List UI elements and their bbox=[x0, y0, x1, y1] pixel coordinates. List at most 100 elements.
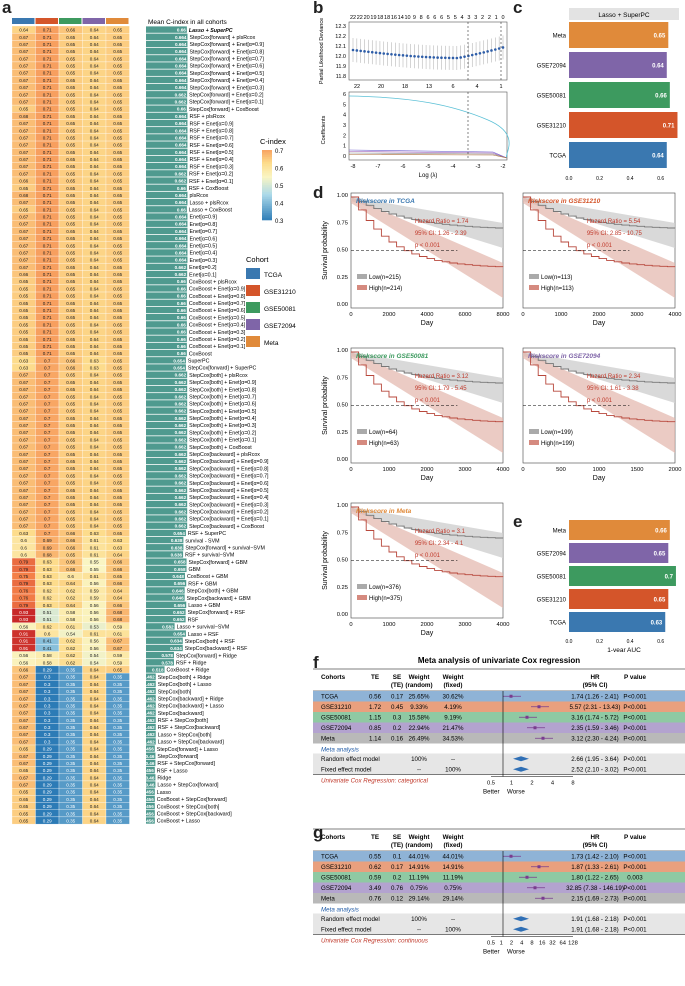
heatmap-cell-value: 0.67 bbox=[19, 35, 28, 40]
mean-cindex-value: 0.456 bbox=[142, 804, 154, 809]
forest-cell: Meta bbox=[321, 896, 335, 903]
model-name-label: StepCox[forward] + Enet[α=0.3] bbox=[189, 85, 264, 91]
mean-cindex-value: 0.664 bbox=[175, 243, 187, 248]
mean-cindex-bar bbox=[146, 213, 188, 220]
forest-cell: 44.01% bbox=[409, 854, 430, 861]
forest-xtick: 2 bbox=[530, 781, 533, 787]
heatmap-cell-value: 0.35 bbox=[66, 747, 75, 752]
heatmap-cell-value: 0.64 bbox=[90, 430, 99, 435]
forest-header: TE bbox=[371, 674, 379, 681]
mean-cindex-value: 0.456 bbox=[142, 811, 154, 816]
bar-tcga bbox=[569, 142, 667, 168]
heatmap-cell-value: 0.63 bbox=[90, 531, 99, 536]
heatmap-cell-value: 0.3 bbox=[44, 732, 51, 737]
heatmap-cell-value: 0.67 bbox=[19, 150, 28, 155]
heatmap-cell-value: 0.29 bbox=[43, 668, 52, 673]
heatmap-cell-value: 0.67 bbox=[19, 775, 28, 780]
mean-cindex-bar bbox=[146, 479, 188, 486]
km-title: Riskscore in Meta bbox=[356, 508, 412, 515]
km-xlabel: Day bbox=[593, 320, 606, 327]
lasso-cv-point bbox=[367, 50, 370, 54]
km-ytick: 0.25 bbox=[337, 275, 348, 281]
heatmap-cell-value: 0.71 bbox=[43, 286, 52, 291]
lasso-cv-point bbox=[436, 56, 439, 59]
heatmap-cell-value: 0.54 bbox=[90, 660, 99, 665]
forest-model-cell: P<0.001 bbox=[623, 756, 647, 763]
forest-diamond bbox=[513, 766, 529, 772]
km-xtick: 1000 bbox=[383, 622, 396, 628]
forest-point bbox=[537, 865, 541, 869]
km-low-curve bbox=[523, 196, 676, 229]
heatmap-cell-value: 0.67 bbox=[19, 689, 28, 694]
heatmap-cell-value: 0.65 bbox=[113, 143, 122, 148]
colorbar-segment bbox=[262, 158, 272, 161]
heatmap-cell-value: 0.66 bbox=[66, 567, 75, 572]
forest-model-cell: P<0.001 bbox=[623, 927, 647, 934]
heatmap-cell-value: 0.65 bbox=[113, 164, 122, 169]
mean-cindex-value: 0.664 bbox=[175, 114, 187, 119]
mean-cindex-value: 0.456 bbox=[142, 790, 154, 795]
mean-cindex-bar bbox=[146, 651, 174, 659]
forest-xtick: 8 bbox=[530, 941, 533, 947]
heatmap-cell-value: 0.65 bbox=[66, 128, 75, 133]
forest-model-cell: 100% bbox=[411, 756, 427, 763]
mean-cindex-bar bbox=[146, 385, 188, 393]
model-name-label: StepCox[both] + Enet[α=0.8] bbox=[189, 387, 256, 393]
heatmap-cell-value: 0.65 bbox=[113, 466, 122, 471]
mean-cindex-bar bbox=[146, 98, 188, 105]
heatmap-cell-value: 0.65 bbox=[19, 107, 28, 112]
heatmap-cell-value: 0.71 bbox=[43, 150, 52, 155]
heatmap-cell-value: 0.65 bbox=[113, 517, 122, 522]
mean-cindex-bar bbox=[146, 536, 184, 544]
lasso-coef-ytick: 6 bbox=[343, 92, 346, 98]
heatmap-cell-value: 0.67 bbox=[19, 675, 28, 680]
model-name-label: Lasso + survival−SVM bbox=[177, 625, 230, 631]
lasso-coef-ytick: 0 bbox=[343, 154, 346, 160]
heatmap-cell-value: 0.3 bbox=[44, 689, 51, 694]
heatmap-cell-value: 0.41 bbox=[43, 646, 52, 651]
lasso-coef-ytick: 2 bbox=[343, 133, 346, 139]
heatmap-cell-value: 0.65 bbox=[66, 99, 75, 104]
mean-cindex-bar bbox=[146, 759, 156, 767]
mean-cindex-value: 0.652 bbox=[173, 617, 185, 622]
km-ytick: 0.50 bbox=[337, 248, 348, 254]
km-xtick: 500 bbox=[556, 467, 566, 473]
cohort-legend-label: GSE31210 bbox=[264, 289, 296, 296]
heatmap-cell-value: 0.54 bbox=[90, 653, 99, 658]
heatmap-cell-value: 0.67 bbox=[19, 128, 28, 133]
heatmap-cell-value: 0.71 bbox=[43, 35, 52, 40]
colorbar-segment bbox=[262, 176, 272, 179]
km-xtick: 2000 bbox=[383, 312, 396, 318]
heatmap-cell-value: 0.66 bbox=[113, 581, 122, 586]
heatmap-cell-value: 0.65 bbox=[66, 186, 75, 191]
heatmap-cell-value: 0.64 bbox=[90, 200, 99, 205]
km-ytick: 0.75 bbox=[337, 220, 348, 226]
heatmap-cell-value: 0.64 bbox=[90, 207, 99, 212]
heatmap-cell-value: 0.64 bbox=[90, 107, 99, 112]
colorbar-segment bbox=[262, 169, 272, 172]
lasso-cv-point bbox=[405, 54, 409, 57]
km-ytick: 0.25 bbox=[337, 585, 348, 591]
heatmap-cell-value: 0.65 bbox=[66, 437, 75, 442]
mean-cindex-value: 0.662 bbox=[175, 179, 187, 184]
heatmap-cell-value: 0.64 bbox=[90, 804, 99, 809]
lasso-cv-top-count: 18 bbox=[384, 15, 390, 21]
heatmap-cell-value: 0.35 bbox=[113, 696, 122, 701]
model-name-label: Lasso + SuperPC bbox=[189, 28, 233, 34]
model-name-label: RSF + Enet[α=0.1] bbox=[189, 179, 234, 185]
forest-header: Cohorts bbox=[321, 674, 346, 681]
mean-cindex-value: 0.662 bbox=[175, 265, 187, 270]
km-title: Riskscore in GSE31210 bbox=[528, 198, 601, 205]
km-xtick: 0 bbox=[349, 467, 352, 473]
mean-cindex-value: 0.664 bbox=[175, 222, 187, 227]
heatmap-cell-value: 0.64 bbox=[90, 775, 99, 780]
km-high-legend: High(n=113) bbox=[541, 286, 574, 292]
colorbar-segment bbox=[262, 197, 272, 200]
forest-cell: 0.003 bbox=[627, 875, 643, 882]
heatmap-cell-value: 0.64 bbox=[90, 308, 99, 313]
model-name-label: RSF + plsRcox bbox=[189, 114, 225, 120]
heatmap-cell-value: 0.64 bbox=[90, 92, 99, 97]
mean-cindex-bar bbox=[146, 256, 188, 263]
forest-model-cell: Fixed effect model bbox=[321, 767, 371, 774]
heatmap-cell-value: 0.71 bbox=[43, 330, 52, 335]
